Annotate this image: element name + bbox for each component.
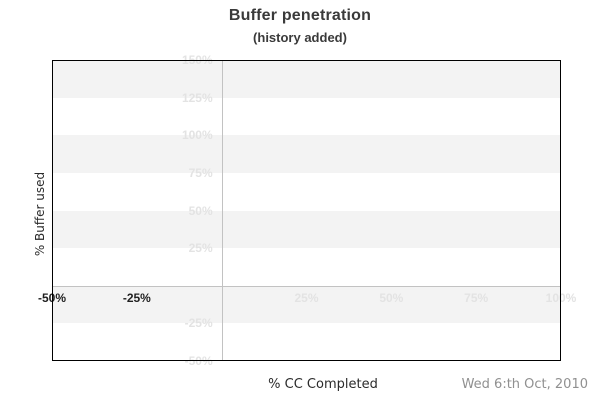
y-tick-label: -50% (184, 354, 213, 368)
y-tick-label: 25% (188, 241, 213, 256)
date-label: Wed 6:th Oct, 2010 (461, 377, 588, 392)
y-zero-gridline (52, 285, 561, 287)
x-tick-label: -25% (122, 290, 151, 305)
plot-band (52, 60, 561, 98)
y-tick-label: -25% (184, 316, 213, 331)
x-tick-label: 25% (294, 290, 319, 305)
x-tick-label: 75% (464, 290, 489, 305)
y-tick-label: 125% (181, 90, 213, 105)
y-tick-label: 100% (181, 128, 213, 143)
chart-subtitle: (history added) (253, 30, 347, 45)
x-tick-label: -50% (37, 290, 67, 305)
x-zero-gridline (221, 60, 223, 361)
y-axis-title: % Buffer used (33, 171, 47, 257)
y-tick-label: 150% (181, 53, 213, 67)
plot-band (52, 210, 561, 249)
plot-area: 150% 125% 100% 75% 50% 25% -25% -50% -50% -25% 25%… (38, 53, 576, 368)
y-tick-label: 75% (188, 165, 213, 180)
x-tick-label: 100% (545, 290, 577, 305)
plot-band (52, 285, 561, 324)
y-tick-label: 50% (188, 203, 213, 218)
x-tick-label: 50% (379, 290, 404, 305)
x-axis-title: % CC Completed (268, 377, 378, 392)
chart-title: Buffer penetration (228, 7, 372, 24)
plot-band (52, 135, 561, 173)
